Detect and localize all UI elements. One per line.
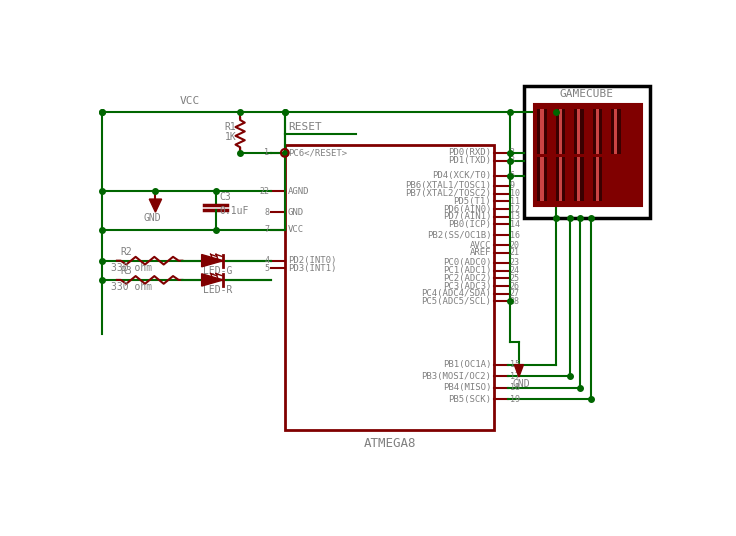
Text: PC5(ADC5/SCL): PC5(ADC5/SCL) — [421, 297, 491, 306]
Bar — [615, 109, 618, 154]
Bar — [556, 157, 565, 202]
Text: R1: R1 — [224, 122, 236, 132]
Text: PD2(INT0): PD2(INT0) — [288, 256, 336, 265]
Bar — [596, 109, 599, 154]
Text: AGND: AGND — [288, 187, 309, 196]
Bar — [285, 145, 495, 430]
Text: PD7(AIN1): PD7(AIN1) — [443, 212, 491, 221]
Text: PC3(ADC3): PC3(ADC3) — [443, 281, 491, 291]
Text: PB3(MOSI/OC2): PB3(MOSI/OC2) — [421, 371, 491, 381]
Text: 16: 16 — [509, 231, 520, 240]
Bar — [574, 109, 584, 154]
Bar — [537, 157, 547, 202]
Text: 330 ohm: 330 ohm — [111, 263, 152, 273]
Text: C3: C3 — [219, 192, 231, 202]
Text: 28: 28 — [509, 297, 520, 306]
Text: VCC: VCC — [288, 225, 304, 234]
Text: 2: 2 — [509, 148, 514, 158]
Text: PD0(RXD): PD0(RXD) — [448, 148, 491, 158]
Polygon shape — [149, 199, 162, 212]
Text: 22: 22 — [259, 187, 269, 196]
Text: GND: GND — [144, 213, 161, 224]
Text: 25: 25 — [509, 274, 520, 283]
Text: LED-G: LED-G — [203, 266, 233, 276]
Text: 12: 12 — [509, 205, 520, 213]
Text: PB5(SCK): PB5(SCK) — [448, 395, 491, 404]
Text: 4: 4 — [264, 256, 269, 265]
Text: GAMECUBE: GAMECUBE — [559, 88, 614, 99]
Bar — [578, 157, 581, 202]
Bar — [534, 105, 642, 206]
Text: 3: 3 — [509, 156, 514, 165]
Text: PD3(INT1): PD3(INT1) — [288, 264, 336, 273]
Text: 1K: 1K — [224, 132, 236, 142]
Text: GND: GND — [513, 379, 531, 389]
Bar — [559, 109, 562, 154]
Text: 7: 7 — [264, 225, 269, 234]
Bar — [578, 109, 581, 154]
Text: PD4(XCK/T0): PD4(XCK/T0) — [432, 172, 491, 181]
Text: 330 ohm: 330 ohm — [111, 282, 152, 292]
Text: PD6(AIN0): PD6(AIN0) — [443, 205, 491, 213]
Text: LED-R: LED-R — [203, 285, 233, 295]
Bar — [592, 157, 602, 202]
Text: 5: 5 — [264, 264, 269, 273]
Text: R2: R2 — [121, 247, 132, 257]
Text: 9: 9 — [509, 182, 514, 190]
Text: PB1(OC1A): PB1(OC1A) — [443, 360, 491, 369]
Text: 26: 26 — [509, 281, 520, 291]
Bar — [537, 109, 547, 154]
Text: PB7(XTAL2/TOSC2): PB7(XTAL2/TOSC2) — [405, 189, 491, 198]
Text: ATMEGA8: ATMEGA8 — [364, 437, 416, 450]
Text: 19: 19 — [509, 395, 520, 404]
Text: PC6</RESET>: PC6</RESET> — [288, 148, 347, 158]
Polygon shape — [202, 274, 223, 286]
Text: 14: 14 — [509, 220, 520, 229]
Text: 24: 24 — [509, 266, 520, 275]
Bar — [574, 157, 584, 202]
Text: 18: 18 — [509, 383, 520, 392]
Text: AVCC: AVCC — [470, 241, 491, 250]
Text: AREF: AREF — [470, 249, 491, 257]
Bar — [556, 109, 565, 154]
Text: VCC: VCC — [180, 96, 200, 106]
Text: 17: 17 — [509, 371, 520, 381]
Text: 27: 27 — [509, 289, 520, 298]
Bar — [612, 109, 620, 154]
Text: 8: 8 — [264, 207, 269, 217]
Text: PB0(ICP): PB0(ICP) — [448, 220, 491, 229]
Polygon shape — [202, 255, 223, 267]
Text: PC1(ADC1): PC1(ADC1) — [443, 266, 491, 275]
Text: PB4(MISO): PB4(MISO) — [443, 383, 491, 392]
Text: PB6(XTAL1/TOSC1): PB6(XTAL1/TOSC1) — [405, 182, 491, 190]
Text: 13: 13 — [509, 212, 520, 221]
Text: 0.1uF: 0.1uF — [219, 206, 249, 215]
Text: PC4(ADC4/SDA): PC4(ADC4/SDA) — [421, 289, 491, 298]
Text: GND: GND — [288, 207, 304, 217]
Text: RESET: RESET — [288, 122, 322, 132]
Text: R3: R3 — [121, 266, 132, 277]
Text: PD5(T1): PD5(T1) — [453, 197, 491, 206]
Text: 10: 10 — [509, 189, 520, 198]
Text: 11: 11 — [509, 197, 520, 206]
Text: PD1(TXD): PD1(TXD) — [448, 156, 491, 165]
Polygon shape — [514, 364, 523, 377]
Text: 6: 6 — [509, 172, 514, 181]
Text: PC0(ADC0): PC0(ADC0) — [443, 258, 491, 267]
Text: PC2(ADC2): PC2(ADC2) — [443, 274, 491, 283]
Text: 15: 15 — [509, 360, 520, 369]
Bar — [523, 86, 650, 218]
Bar — [592, 109, 602, 154]
Text: 23: 23 — [509, 258, 520, 267]
Bar — [540, 109, 543, 154]
Text: 21: 21 — [509, 249, 520, 257]
Text: PB2(SS/OC1B): PB2(SS/OC1B) — [427, 231, 491, 240]
Text: 20: 20 — [509, 241, 520, 250]
Text: 1: 1 — [264, 148, 269, 158]
Bar — [540, 157, 543, 202]
Bar — [596, 157, 599, 202]
Bar — [559, 157, 562, 202]
